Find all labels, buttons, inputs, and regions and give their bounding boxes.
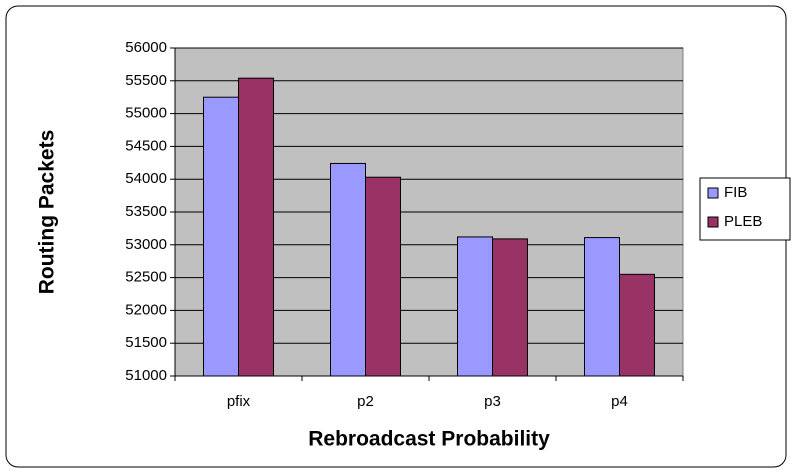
bar bbox=[365, 176, 401, 377]
bar bbox=[203, 96, 239, 377]
bar bbox=[238, 77, 274, 377]
legend bbox=[699, 177, 791, 241]
y-tick-label: 56000 bbox=[125, 39, 167, 56]
bar bbox=[492, 238, 528, 377]
x-tick-label: p2 bbox=[357, 393, 374, 410]
bar bbox=[457, 236, 493, 377]
bar bbox=[619, 273, 655, 377]
y-tick-label: 51500 bbox=[125, 334, 167, 351]
y-tick-label: 51000 bbox=[125, 367, 167, 384]
legend-label: FIB bbox=[724, 184, 747, 201]
x-tick-label: p4 bbox=[611, 393, 628, 410]
bar bbox=[330, 162, 366, 377]
y-tick-label: 53000 bbox=[125, 236, 167, 253]
legend-swatch bbox=[707, 216, 719, 228]
x-axis-title: Rebroadcast Probability bbox=[308, 428, 550, 451]
y-tick-label: 55000 bbox=[125, 105, 167, 122]
y-tick-label: 52500 bbox=[125, 269, 167, 286]
y-tick-label: 54000 bbox=[125, 170, 167, 187]
legend-swatch bbox=[707, 187, 719, 199]
y-tick-label: 54500 bbox=[125, 137, 167, 154]
y-tick-label: 52000 bbox=[125, 301, 167, 318]
x-tick-label: p3 bbox=[484, 393, 501, 410]
bar bbox=[584, 237, 620, 377]
legend-label: PLEB bbox=[724, 213, 762, 230]
y-axis-title: Routing Packets bbox=[36, 130, 59, 295]
x-tick-label: pfix bbox=[227, 393, 251, 410]
y-tick-label: 53500 bbox=[125, 203, 167, 220]
y-tick-label: 55500 bbox=[125, 72, 167, 89]
